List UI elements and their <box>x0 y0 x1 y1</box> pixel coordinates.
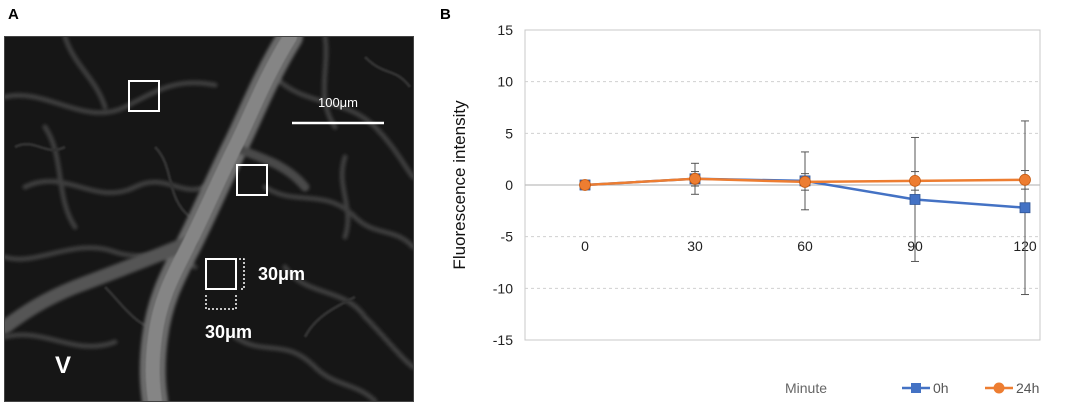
roi-square-2 <box>236 164 268 196</box>
data-point-24h <box>689 172 701 185</box>
x-tick-label: 60 <box>797 238 813 254</box>
data-point-24h <box>799 175 811 188</box>
y-tick-label: 10 <box>497 74 513 90</box>
y-tick-label: 15 <box>497 22 513 38</box>
y-tick-label: 0 <box>505 177 513 193</box>
fluorescence-chart: -15 -10 -5 0 5 10 15 0 30 60 90 120 Fluorescence i… <box>440 20 1080 400</box>
panel-a-label: A <box>8 6 19 23</box>
roi-width-label: 30μm <box>205 322 252 342</box>
x-tick-label: 30 <box>687 238 703 254</box>
roi-square-1 <box>128 80 160 112</box>
vessel-label: V <box>55 352 71 379</box>
x-axis-title: Minute <box>785 380 827 396</box>
roi-square-3 <box>205 258 237 290</box>
scale-bar-label: 100μm <box>318 95 358 110</box>
x-tick-label: 0 <box>581 238 589 254</box>
data-point-24h <box>579 179 591 191</box>
y-tick-label: 5 <box>505 125 513 141</box>
data-point-0h <box>909 194 921 205</box>
y-tick-label: -5 <box>501 229 514 245</box>
panel-b-label: B <box>440 6 451 23</box>
chart-legend: 0h 24h <box>902 380 1039 396</box>
legend-label-24h: 24h <box>1016 380 1039 396</box>
legend-marker-24h <box>993 382 1005 394</box>
fluorescence-micrograph: 100μm 30μm 30μm V <box>4 36 414 402</box>
y-axis-title: Fluorescence intensity <box>450 100 469 270</box>
legend-marker-0h <box>911 383 921 393</box>
y-tick-label: -10 <box>493 280 513 296</box>
data-point-24h <box>909 174 921 187</box>
legend-label-0h: 0h <box>933 380 949 396</box>
y-tick-label: -15 <box>493 332 513 348</box>
roi-width-bracket <box>205 295 237 310</box>
data-point-0h <box>1019 202 1031 214</box>
roi-height-bracket <box>239 258 245 290</box>
roi-height-label: 30μm <box>258 264 305 284</box>
data-point-24h <box>1019 173 1031 186</box>
